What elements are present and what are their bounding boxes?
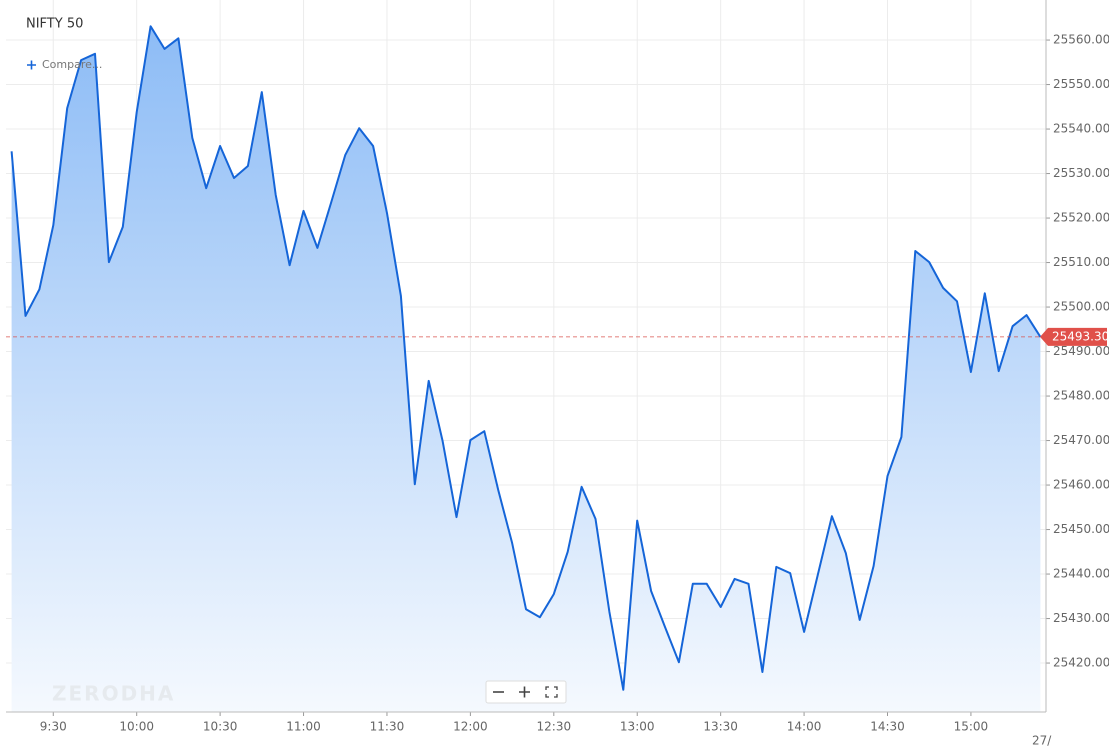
y-tick-label: 25500.00 [1053,300,1109,314]
x-tick-label: 11:00 [286,720,321,734]
x-tick-label: 14:00 [787,720,822,734]
x-tick-label: 13:00 [620,720,655,734]
y-tick-label: 25540.00 [1053,122,1109,136]
fullscreen[interactable] [545,686,558,698]
zoom-controls [485,680,567,704]
x-tick-label: 10:30 [203,720,238,734]
y-tick-label: 25460.00 [1053,478,1109,492]
x-tick-label: 13:30 [703,720,738,734]
y-tick-label: 25430.00 [1053,611,1109,625]
date-marker: 27/ [1032,734,1052,748]
y-tick-label: 25560.00 [1053,33,1109,47]
zoom-in[interactable] [519,686,530,698]
y-tick-label: 25480.00 [1053,389,1109,403]
last-price-tag [1040,327,1107,346]
x-tick-label: 9:30 [40,720,67,734]
x-tick-label: 10:00 [119,720,154,734]
y-tick-label: 25450.00 [1053,522,1109,536]
last-price-label: 25493.30 [1052,329,1109,343]
y-tick-label: 25510.00 [1053,255,1109,269]
y-tick-label: 25420.00 [1053,656,1109,670]
y-tick-label: 25440.00 [1053,567,1109,581]
x-tick-label: 15:00 [954,720,989,734]
compare-button[interactable]: Compare... [27,58,102,71]
price-line [10,25,1042,691]
x-tick-label: 11:30 [370,720,405,734]
x-tick-label: 12:00 [453,720,488,734]
area-fill [11,26,1041,713]
y-tick-label: 25520.00 [1053,211,1109,225]
y-tick-label: 25550.00 [1053,77,1109,91]
plot [6,25,1046,713]
axes: 25420.00 25430.00 25440.00 25450.00 25460.00… [6,0,1109,748]
y-tick-label: 25470.00 [1053,433,1109,447]
y-tick-label: 25530.00 [1053,166,1109,180]
watermark: ZERODHA [52,682,175,706]
x-tick-label: 12:30 [537,720,572,734]
y-tick-label: 25490.00 [1053,344,1109,358]
compare-label[interactable]: Compare... [42,58,102,71]
chart-title: NIFTY 50 [26,17,83,32]
x-tick-label: 14:30 [870,720,905,734]
compare-icon[interactable] [27,60,36,70]
